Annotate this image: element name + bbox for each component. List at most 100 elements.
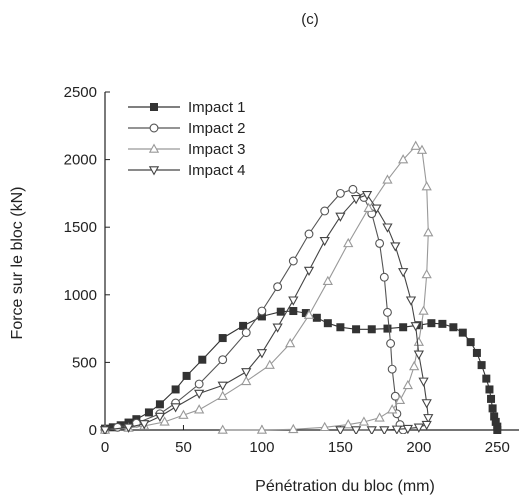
series-3-point [394, 394, 406, 405]
series-1-point [383, 324, 392, 333]
series-2-point [387, 364, 397, 374]
legend-marker [149, 123, 159, 133]
series-2-point [348, 184, 358, 194]
series-1-point [427, 319, 436, 328]
series-2-point [383, 307, 392, 317]
series-1-point [485, 385, 494, 394]
legend-marker [148, 143, 160, 153]
series-1-point [399, 323, 408, 332]
legend: Impact 1 Impact 2 Impact 3 Impact 4 [128, 99, 246, 179]
x-tick-label-150: 150 [328, 439, 353, 456]
series-4-point [402, 424, 413, 434]
y-tick-label-1500: 1500 [64, 219, 97, 236]
series-4-point [390, 242, 401, 252]
series-4-line [104, 194, 429, 431]
x-tick-label-250: 250 [485, 439, 510, 456]
series-1-point [336, 323, 345, 332]
series-1-point [477, 361, 486, 370]
series-3-point [374, 412, 385, 422]
series-2 [100, 184, 408, 434]
series-1-point [323, 319, 332, 328]
series-2-point [218, 355, 228, 365]
series-3-point [421, 268, 432, 279]
series-4-point [139, 420, 150, 430]
series-3-point [416, 144, 428, 154]
series-4-point [421, 399, 432, 409]
legend-label-4: Impact 4 [188, 162, 246, 179]
series-1-point [155, 400, 164, 409]
series-2-point [304, 229, 314, 239]
series-1-point [289, 307, 298, 316]
y-tick-label-500: 500 [72, 354, 97, 371]
series-4-point [371, 204, 382, 214]
series-4-point [405, 296, 417, 306]
y-axis-title: Force sur le bloc (kN) [9, 187, 26, 340]
series-3-point [178, 409, 189, 419]
series-4-point [256, 349, 268, 359]
series-3 [100, 140, 434, 434]
series-3-point [303, 309, 315, 319]
series-1-point [144, 408, 153, 417]
series-4-point [361, 191, 373, 201]
x-tick-label-0: 0 [101, 439, 109, 456]
series-4-point [366, 426, 377, 434]
y-tick-label-1000: 1000 [64, 287, 97, 304]
series-1-point [352, 325, 361, 334]
series-3-point [217, 424, 228, 434]
series-4-point [350, 195, 362, 205]
y-tick-label-0: 0 [89, 422, 97, 439]
series-4-point [319, 236, 330, 247]
series-3-point [343, 419, 354, 429]
y-tick-label-2500: 2500 [64, 84, 97, 101]
series-3-line [104, 145, 429, 431]
series-2-point [335, 188, 345, 198]
series-4-point [100, 426, 111, 434]
series-3-point [423, 227, 434, 237]
series-1-point [488, 404, 497, 413]
series-3-point [194, 404, 205, 414]
series-3-point [382, 174, 393, 184]
legend-marker [148, 166, 160, 176]
y-tick-label-2000: 2000 [64, 152, 97, 169]
series-1-point [171, 385, 180, 394]
series-2-point [379, 272, 389, 282]
series-1-point [218, 334, 227, 343]
series-3-point [319, 421, 330, 432]
series-4-point [413, 423, 424, 433]
series-1-point [493, 425, 502, 434]
series-3-point [288, 423, 299, 434]
series-4-point [194, 389, 205, 400]
series-4-point [241, 368, 252, 378]
x-tick-label-200: 200 [406, 439, 431, 456]
panel-label: (c) [301, 11, 319, 28]
series-4-point [350, 426, 362, 434]
series-3-point [241, 375, 252, 386]
series-2-point [386, 339, 396, 348]
legend-item-2: Impact 2 [128, 120, 246, 137]
series-3-point [159, 416, 170, 426]
series-3-point [285, 337, 296, 348]
series-3-point [402, 379, 413, 390]
series-2-point [194, 379, 204, 389]
series-1-point [482, 374, 491, 383]
series-3-point [421, 181, 432, 191]
legend-label-2: Impact 2 [188, 120, 246, 137]
series-2-point [241, 328, 251, 338]
series-3-point [418, 305, 429, 315]
series-4-point [398, 268, 409, 278]
x-tick-label-100: 100 [249, 439, 274, 456]
legend-label-3: Impact 3 [188, 141, 246, 158]
series-layer [100, 140, 502, 434]
legend-marker [149, 103, 158, 112]
series-4-point [335, 212, 346, 222]
series-1-point [276, 307, 285, 316]
series-3-point [398, 154, 409, 164]
x-axis-title: Pénétration du bloc (mm) [255, 478, 435, 495]
series-3-point [343, 237, 354, 248]
series-2-point [288, 256, 298, 266]
series-3-point [322, 275, 333, 286]
legend-item-4: Impact 4 [128, 162, 246, 179]
series-1-point [198, 355, 207, 364]
